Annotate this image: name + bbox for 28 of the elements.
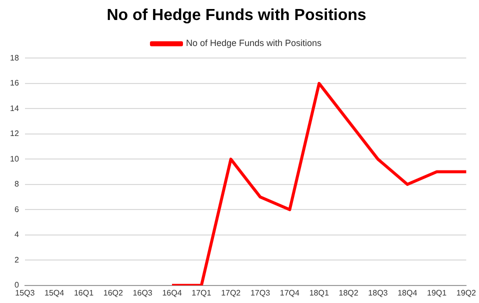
x-tick-label: 18Q1 bbox=[309, 288, 330, 298]
y-tick-label: 0 bbox=[14, 280, 20, 290]
y-tick-label: 2 bbox=[14, 255, 20, 264]
y-tick-label: 6 bbox=[14, 204, 20, 214]
y-tick-label: 18 bbox=[10, 53, 20, 62]
x-tick-label: 15Q3 bbox=[15, 288, 36, 298]
x-tick-label: 19Q1 bbox=[427, 288, 448, 298]
x-tick-label: 17Q2 bbox=[221, 288, 242, 298]
x-tick-label: 18Q2 bbox=[338, 288, 359, 298]
x-tick-label: 17Q1 bbox=[192, 288, 212, 298]
y-tick-label: 10 bbox=[10, 154, 20, 164]
x-tick-label: 16Q1 bbox=[74, 288, 94, 298]
x-tick-label: 19Q2 bbox=[456, 288, 477, 298]
legend-label: No of Hedge Funds with Positions bbox=[186, 38, 322, 48]
y-tick-label: 16 bbox=[10, 78, 20, 88]
x-tick-label: 18Q3 bbox=[368, 288, 388, 298]
x-tick-label: 17Q4 bbox=[280, 288, 300, 298]
x-tick-label: 16Q2 bbox=[103, 288, 124, 298]
x-tick-label: 16Q3 bbox=[132, 288, 153, 298]
x-tick-label: 17Q3 bbox=[250, 288, 271, 298]
x-tick-label: 18Q4 bbox=[398, 288, 418, 298]
y-tick-label: 8 bbox=[14, 180, 20, 189]
y-tick-label: 4 bbox=[14, 230, 20, 240]
x-tick-label: 16Q4 bbox=[162, 288, 182, 298]
y-tick-label: 12 bbox=[10, 129, 20, 138]
chart-title: No of Hedge Funds with Positions bbox=[106, 7, 366, 24]
x-tick-label: 15Q4 bbox=[44, 288, 65, 298]
y-tick-label: 14 bbox=[10, 104, 20, 113]
